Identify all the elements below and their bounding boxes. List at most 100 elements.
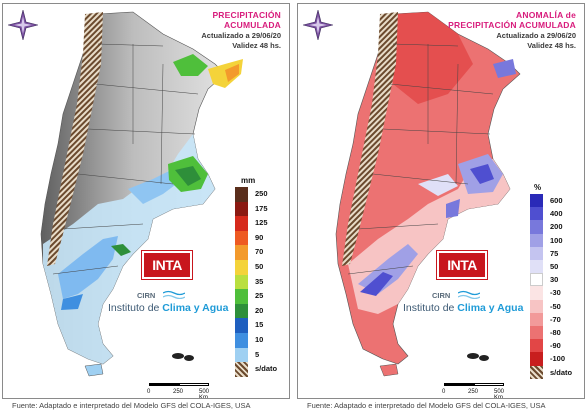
legend-swatch	[235, 347, 248, 363]
legend-item: 90	[235, 230, 289, 246]
cirn-label: CIRN	[432, 291, 451, 300]
legend-swatch	[530, 246, 543, 260]
legend-label: 100	[550, 235, 563, 245]
inta-logo: INTA	[142, 251, 192, 279]
legend-unit: %	[534, 183, 542, 192]
compass-rose-icon	[303, 10, 333, 40]
legend-swatch	[530, 299, 543, 313]
anomaly-map-panel: ANOMALÍA de PRECIPITACIÓN ACUMULADA Actu…	[297, 3, 585, 399]
legend-item: 5	[235, 347, 289, 363]
legend-label: 70	[255, 247, 264, 257]
legend-item: 30	[530, 273, 584, 287]
legend-item: 175	[235, 201, 289, 217]
legend-swatch	[530, 312, 543, 326]
legend-swatch	[235, 187, 248, 202]
legend-label: 30	[550, 275, 559, 285]
legend-label: 15	[255, 320, 264, 330]
legend-item: 100	[530, 233, 584, 247]
legend-label: 35	[255, 276, 264, 286]
legend-swatch	[235, 289, 248, 304]
legend-item: 250	[235, 187, 289, 202]
legend-label: 5	[255, 349, 260, 359]
legend-swatch	[235, 362, 248, 377]
map-title: PRECIPITACIÓN ACUMULADA	[212, 10, 281, 30]
legend-swatch	[530, 286, 543, 300]
legend-item: -100	[530, 352, 584, 366]
footer-source-right: Fuente: Adaptado e interpretado del Mode…	[307, 401, 546, 410]
legend-swatch	[530, 260, 543, 274]
legend-swatch	[530, 273, 543, 287]
legend-label: 50	[550, 262, 559, 271]
legend-item: 15	[235, 318, 289, 333]
legend-swatch	[235, 260, 248, 275]
legend-swatch	[530, 326, 543, 340]
legend-item: 20	[235, 303, 289, 319]
legend-item: 50	[530, 260, 584, 274]
legend-item: -90	[530, 339, 584, 353]
legend-label: 600	[550, 196, 563, 205]
legend-label: -90	[550, 341, 561, 351]
institute-name: Instituto de Clima y Agua	[108, 302, 229, 314]
update-info: Actualizado a 29/06/20 Validez 48 hs.	[201, 31, 281, 50]
legend-label: 200	[550, 222, 563, 232]
legend-swatch	[530, 233, 543, 247]
update-info: Actualizado a 29/06/20 Validez 48 hs.	[496, 31, 576, 50]
legend-swatch	[530, 220, 543, 234]
legend-item: 600	[530, 194, 584, 208]
legend-item: 35	[235, 274, 289, 290]
waves-icon	[163, 290, 185, 299]
legend-item: 75	[530, 246, 584, 260]
legend-swatch	[235, 318, 248, 333]
legend-item: -50	[530, 299, 584, 313]
legend-swatch	[530, 194, 543, 208]
legend-swatch	[235, 216, 248, 231]
legend-label: s/dato	[550, 367, 573, 377]
legend-item: 125	[235, 216, 289, 231]
legend-swatch	[530, 207, 543, 221]
map-title: ANOMALÍA de PRECIPITACIÓN ACUMULADA	[448, 10, 576, 30]
legend-swatch	[530, 352, 543, 366]
legend-item: 10	[235, 333, 289, 348]
legend-label: 10	[255, 335, 264, 344]
legend-item: s/dato	[530, 365, 584, 379]
legend-label: s/dato	[255, 364, 278, 374]
legend-label: 50	[255, 262, 264, 271]
legend-swatch	[235, 230, 248, 246]
legend-label: 250	[255, 189, 268, 198]
legend-item: -30	[530, 286, 584, 300]
legend-label: 20	[255, 305, 264, 315]
legend-item: 400	[530, 207, 584, 221]
legend-swatch	[235, 274, 248, 290]
footer-source-left: Fuente: Adaptado e interpretado del Mode…	[12, 401, 251, 410]
legend-item: 50	[235, 260, 289, 275]
legend-label: 125	[255, 218, 268, 228]
legend-item: s/dato	[235, 362, 289, 377]
legend-label: -70	[550, 314, 561, 324]
legend-item: 70	[235, 245, 289, 260]
legend-unit: mm	[241, 176, 256, 185]
waves-icon	[458, 290, 480, 299]
legend-label: 90	[255, 232, 264, 242]
legend-swatch	[235, 303, 248, 319]
institute-name: Instituto de Clima y Agua	[403, 302, 524, 314]
legend-item: -80	[530, 326, 584, 340]
inta-logo: INTA	[437, 251, 487, 279]
cirn-label: CIRN	[137, 291, 156, 300]
legend-swatch	[530, 339, 543, 353]
legend-item: 25	[235, 289, 289, 304]
legend-swatch	[235, 333, 248, 348]
legend-label: -50	[550, 301, 561, 311]
legend-label: -80	[550, 328, 561, 337]
legend-label: -100	[550, 354, 566, 364]
precipitation-map-panel: PRECIPITACIÓN ACUMULADA Actualizado a 29…	[2, 3, 290, 399]
legend-label: -30	[550, 288, 561, 298]
legend-swatch	[530, 365, 543, 379]
legend-item: -70	[530, 312, 584, 326]
legend-swatch	[235, 245, 248, 260]
legend-item: 200	[530, 220, 584, 234]
compass-rose-icon	[8, 10, 38, 40]
legend-label: 175	[255, 203, 268, 213]
legend-label: 400	[550, 209, 563, 219]
legend-label: 75	[550, 248, 559, 258]
legend-label: 25	[255, 291, 264, 301]
